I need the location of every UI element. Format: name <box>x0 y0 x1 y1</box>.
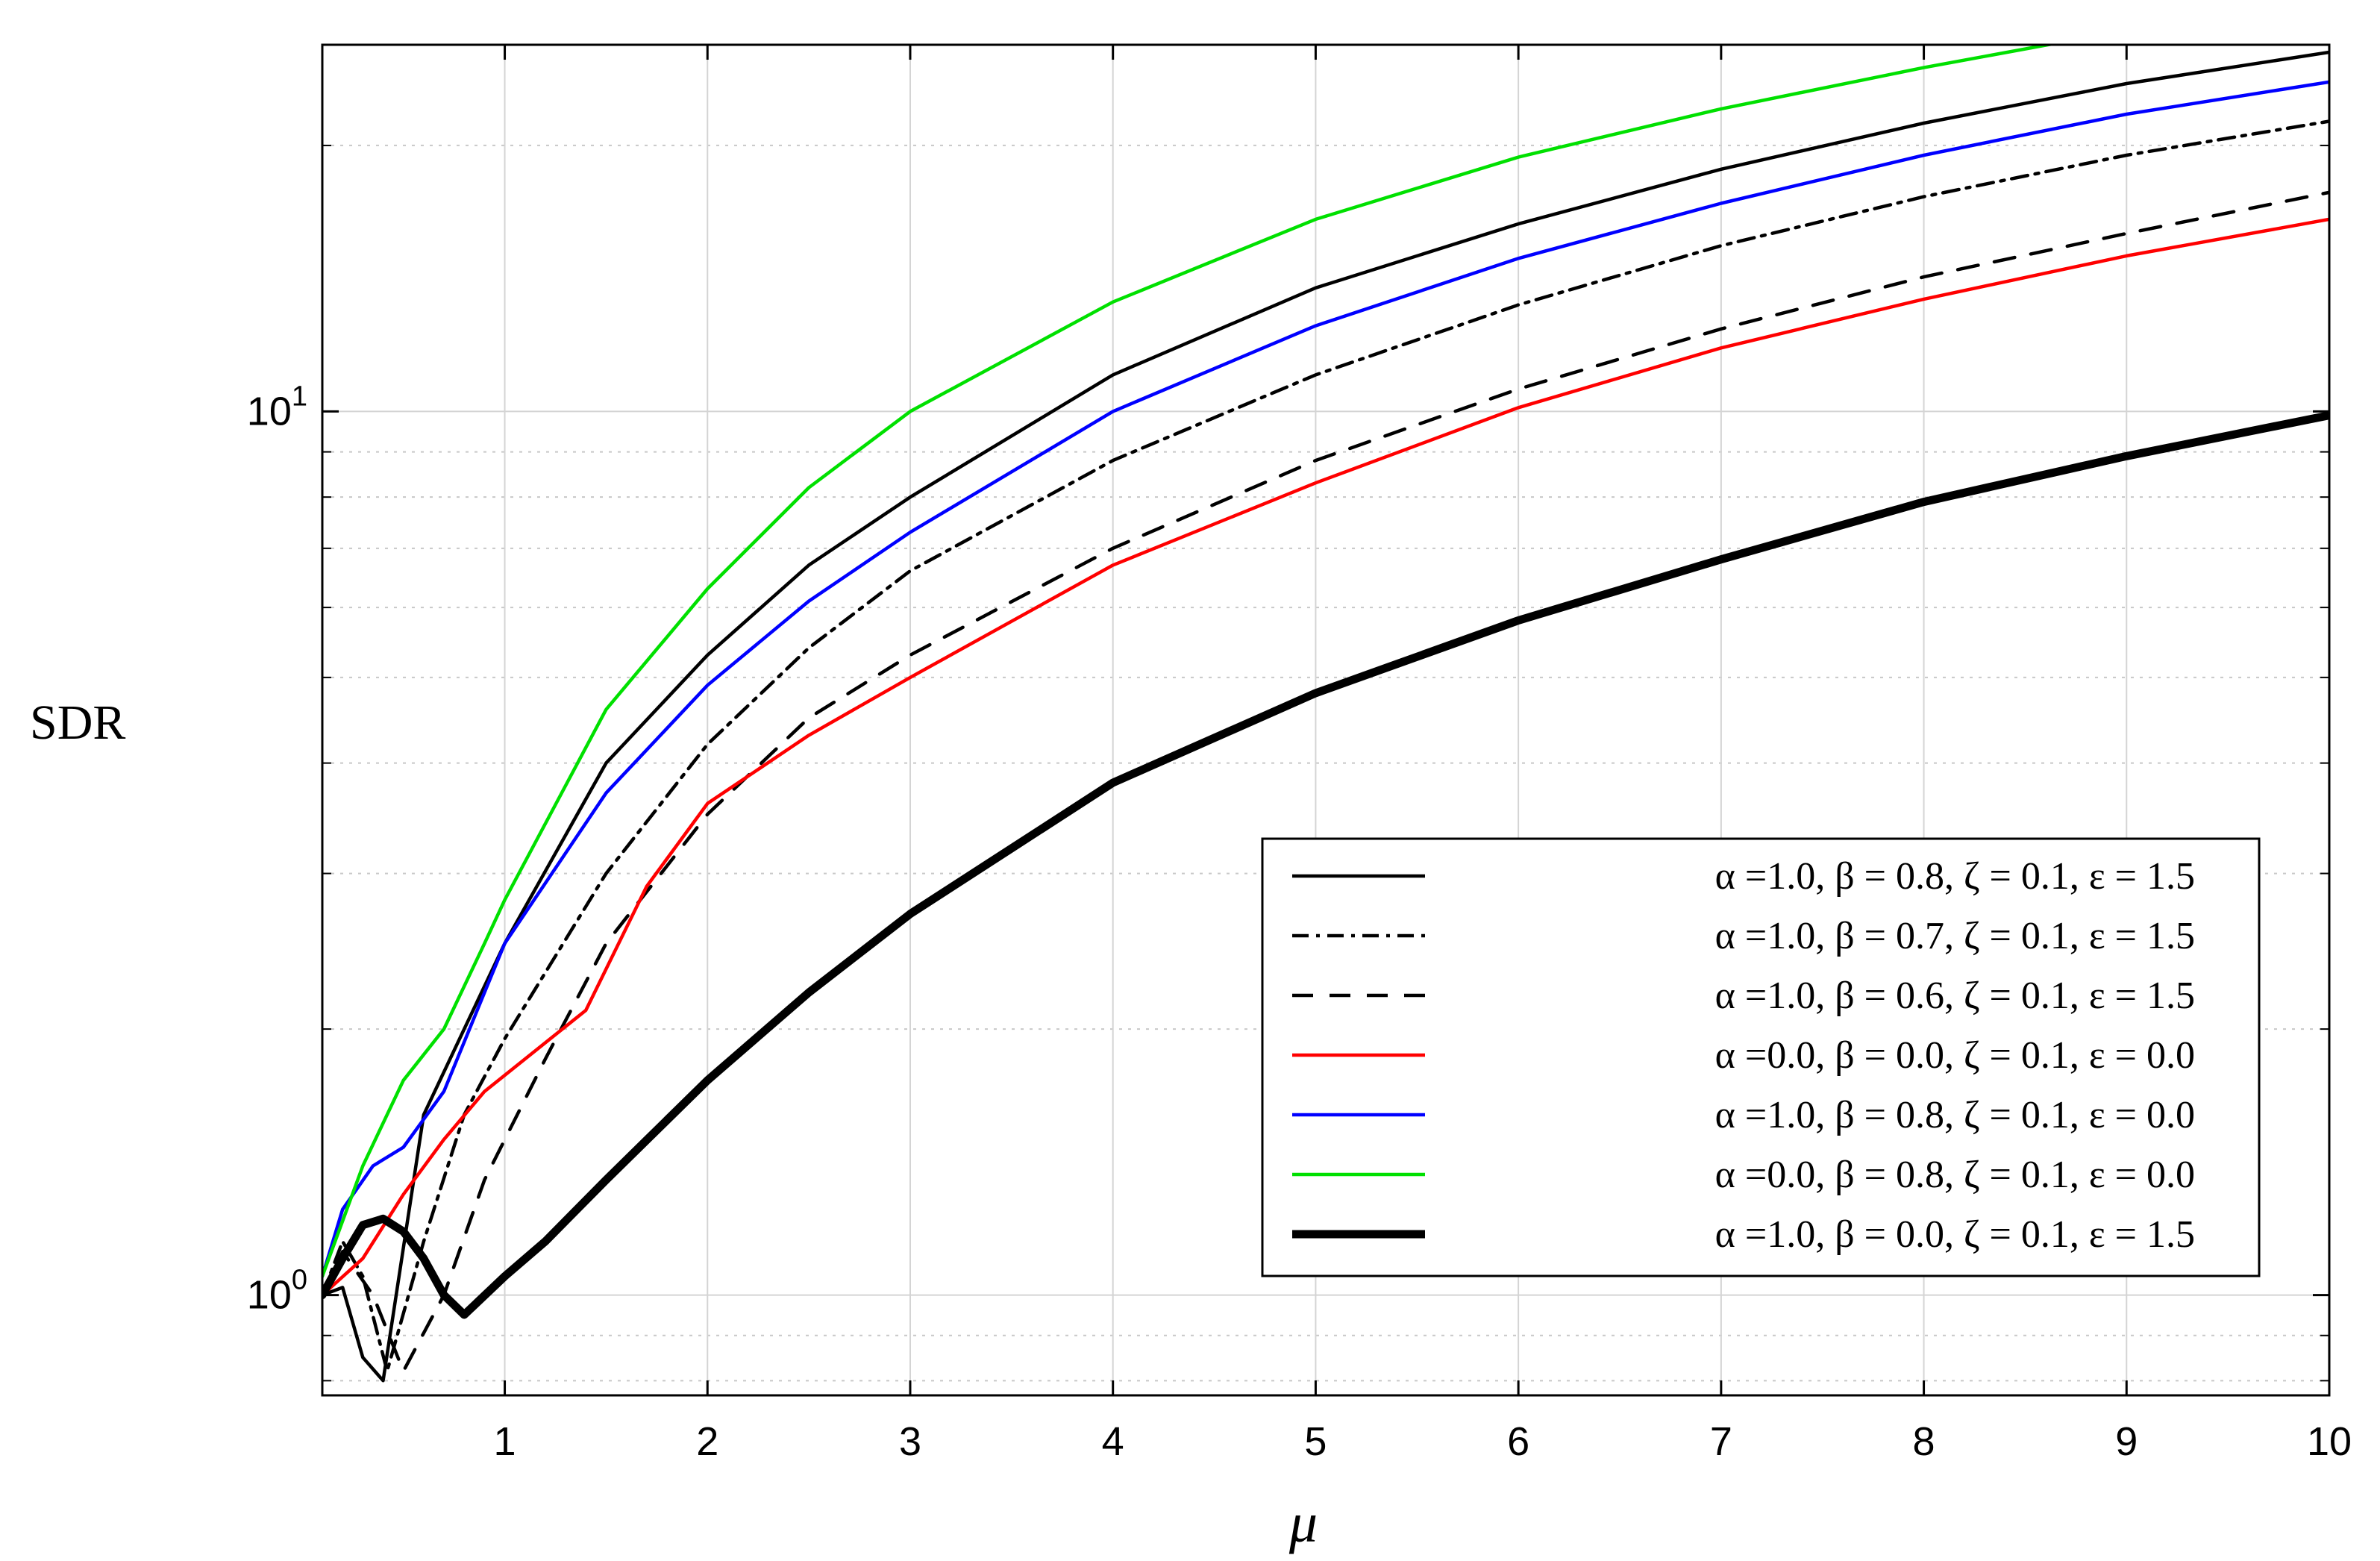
x-tick-label: 10 <box>2307 1419 2352 1464</box>
legend-label-7: α =1.0, β = 0.0, ζ = 0.1, ε = 1.5 <box>1715 1213 2195 1256</box>
legend-label-4: α =0.0, β = 0.0, ζ = 0.1, ε = 0.0 <box>1715 1034 2195 1077</box>
x-tick-label: 1 <box>494 1419 516 1464</box>
legend-label-6: α =0.0, β = 0.8, ζ = 0.1, ε = 0.0 <box>1715 1154 2195 1196</box>
x-tick-label: 2 <box>696 1419 718 1464</box>
x-tick-labels: 1 2 3 4 5 6 7 8 9 10 <box>494 1419 2352 1464</box>
series-line-3 <box>322 190 2329 1373</box>
y-tick-exponent: 0 <box>292 1265 307 1296</box>
legend-box <box>1261 837 2261 1277</box>
y-tick-label: 100 <box>247 1265 307 1318</box>
x-tick-label: 6 <box>1507 1419 1529 1464</box>
y-tick-exponent: 1 <box>292 381 307 412</box>
y-tick-base: 10 <box>247 1273 292 1318</box>
series-line-2 <box>322 119 2329 1373</box>
y-tick-base: 10 <box>247 389 292 434</box>
series-line-1 <box>322 50 2329 1383</box>
legend: α =1.0, β = 0.8, ζ = 0.1, ε = 1.5 α =1.0,… <box>1261 837 2261 1277</box>
legend-label-5: α =1.0, β = 0.8, ζ = 0.1, ε = 0.0 <box>1715 1094 2195 1136</box>
plot-frame <box>321 43 2331 1397</box>
x-tick-label: 8 <box>1913 1419 1935 1464</box>
series-line-6 <box>322 45 2058 1278</box>
x-tick-label: 5 <box>1304 1419 1327 1464</box>
x-tick-label: 7 <box>1710 1419 1732 1464</box>
x-tick-label: 9 <box>2115 1419 2138 1464</box>
x-tick-label: 4 <box>1102 1419 1124 1464</box>
series-line-7 <box>322 411 2329 1319</box>
series-line-5 <box>322 80 2329 1278</box>
series-line-4 <box>322 217 2329 1297</box>
legend-label-3: α =1.0, β = 0.6, ζ = 0.1, ε = 1.5 <box>1715 975 2195 1017</box>
y-axis-label: SDR <box>30 695 125 750</box>
x-axis-label: μ <box>1288 1492 1318 1554</box>
legend-label-1: α =1.0, β = 0.8, ζ = 0.1, ε = 1.5 <box>1715 855 2195 898</box>
y-tick-label: 101 <box>247 381 307 434</box>
axis-ticks <box>322 45 2331 1395</box>
x-tick-label: 3 <box>899 1419 921 1464</box>
plot-series <box>322 45 2329 1383</box>
legend-label-2: α =1.0, β = 0.7, ζ = 0.1, ε = 1.5 <box>1715 915 2195 957</box>
